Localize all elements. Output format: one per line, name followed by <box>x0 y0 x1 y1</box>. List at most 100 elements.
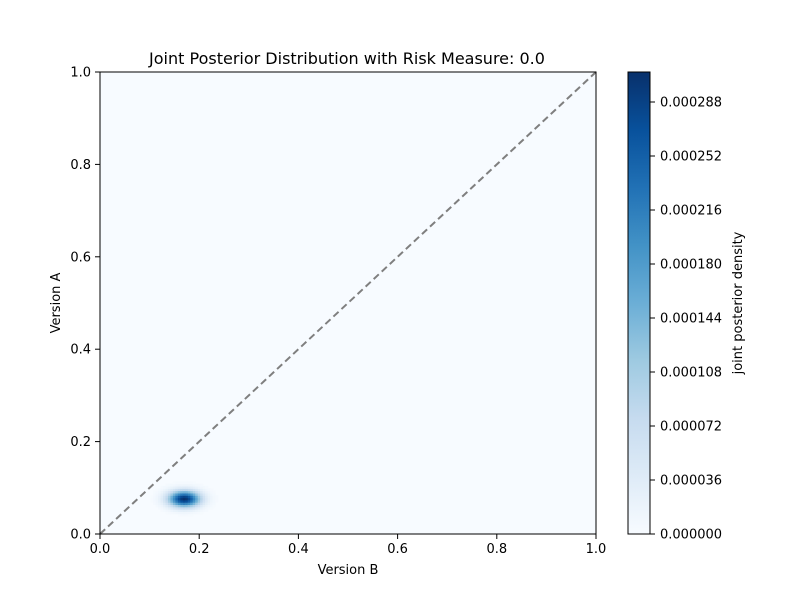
heatmap-cell <box>175 485 179 489</box>
heatmap-cell <box>195 495 199 499</box>
heatmap-cell <box>197 483 201 487</box>
heatmap-cell <box>180 481 184 485</box>
heatmap-cell <box>192 488 196 492</box>
heatmap-cell <box>172 499 176 503</box>
heatmap-cell <box>187 497 191 501</box>
colorbar-tick-label: 0.000072 <box>660 420 722 435</box>
heatmap-cell <box>180 492 184 496</box>
heatmap-cell <box>192 485 196 489</box>
heatmap-cell <box>187 511 191 515</box>
heatmap-cell <box>182 488 186 492</box>
y-tick-label: 1.0 <box>70 66 91 81</box>
heatmap-cell <box>162 485 167 489</box>
heatmap-cell <box>187 483 191 487</box>
heatmap-cell <box>182 504 186 508</box>
heatmap-cell <box>192 497 196 501</box>
heatmap-cell <box>200 502 204 506</box>
heatmap-cell <box>185 504 189 508</box>
heatmap-cell <box>195 488 199 492</box>
heatmap-cell <box>167 497 172 501</box>
heatmap-cell <box>190 481 194 485</box>
heatmap-cell <box>205 509 209 512</box>
colorbar-tick-label: 0.000144 <box>660 312 722 327</box>
heatmap-cell <box>192 509 196 512</box>
heatmap-cell <box>177 483 181 487</box>
heatmap-cell <box>180 488 184 492</box>
heatmap-cell <box>175 509 179 512</box>
heatmap-cell <box>150 497 154 501</box>
heatmap-cell <box>165 483 169 487</box>
heatmap-cell <box>200 490 204 494</box>
heatmap-cell <box>170 485 174 489</box>
heatmap-cell <box>180 509 184 512</box>
y-axis-label: Version A <box>49 272 64 333</box>
heatmap-cell <box>160 506 164 510</box>
heatmap-cell <box>197 502 201 506</box>
heatmap-cell <box>202 495 206 499</box>
heatmap-cell <box>153 497 157 501</box>
heatmap-cell <box>190 490 194 494</box>
heatmap-cell <box>190 504 194 508</box>
heatmap-cell <box>207 502 211 506</box>
heatmap-cell <box>165 502 169 506</box>
heatmap-cell <box>167 490 172 494</box>
heatmap-cell <box>205 506 209 510</box>
heatmap-cell <box>162 490 167 494</box>
heatmap-cell <box>197 495 201 499</box>
heatmap-cell <box>202 497 206 501</box>
heatmap-cell <box>170 495 174 499</box>
heatmap-cell <box>182 499 186 503</box>
heatmap-cell <box>167 492 172 496</box>
heatmap-cell <box>202 506 206 510</box>
heatmap-cell <box>185 511 189 515</box>
heatmap-cell <box>187 495 191 499</box>
heatmap-cell <box>170 509 174 512</box>
heatmap-cell <box>187 502 191 506</box>
heatmap-cell <box>190 499 194 503</box>
heatmap-cell <box>182 513 186 517</box>
heatmap-cell <box>158 488 162 492</box>
heatmap-cell <box>210 490 214 494</box>
heatmap-cell <box>190 509 194 512</box>
heatmap-cell <box>175 511 179 515</box>
heatmap-cell <box>215 497 219 501</box>
heatmap-cell <box>165 488 169 492</box>
heatmap-cell <box>175 490 179 494</box>
heatmap-cell <box>162 509 167 512</box>
x-axis: 0.0 0.2 0.4 0.6 0.8 1.0 <box>90 534 606 557</box>
plot-area <box>99 71 597 535</box>
heatmap-cell <box>200 488 204 492</box>
heatmap-cell <box>200 506 204 510</box>
heatmap-cell <box>195 502 199 506</box>
heatmap-cell <box>167 488 172 492</box>
heatmap-cell <box>210 504 214 508</box>
heatmap-cell <box>180 504 184 508</box>
x-tick-label: 0.0 <box>90 542 111 557</box>
heatmap-cell <box>192 511 196 515</box>
colorbar-gradient <box>628 72 650 534</box>
heatmap-cell <box>180 495 184 499</box>
heatmap-cell <box>200 511 204 515</box>
heatmap-cell <box>207 490 211 494</box>
y-axis: 0.0 0.2 0.4 0.6 0.8 1.0 <box>70 66 100 543</box>
heatmap-cell <box>187 492 191 496</box>
heatmap-cell <box>192 502 196 506</box>
heatmap-cell <box>200 485 204 489</box>
heatmap-cell <box>210 492 214 496</box>
heatmap-cell <box>192 504 196 508</box>
heatmap-cell <box>197 509 201 512</box>
heatmap-cell <box>190 492 194 496</box>
heatmap-cell <box>160 502 164 506</box>
heatmap-cell <box>187 513 191 517</box>
colorbar-tick-label: 0.000108 <box>660 366 722 381</box>
heatmap-cell <box>167 511 172 515</box>
heatmap-cell <box>210 497 214 501</box>
heatmap-cell <box>170 488 174 492</box>
heatmap-cell <box>197 490 201 494</box>
heatmap-cell <box>172 509 176 512</box>
heatmap-cell <box>155 488 159 492</box>
heatmap-cell <box>200 495 204 499</box>
heatmap-cell <box>170 502 174 506</box>
heatmap-cell <box>155 492 159 496</box>
